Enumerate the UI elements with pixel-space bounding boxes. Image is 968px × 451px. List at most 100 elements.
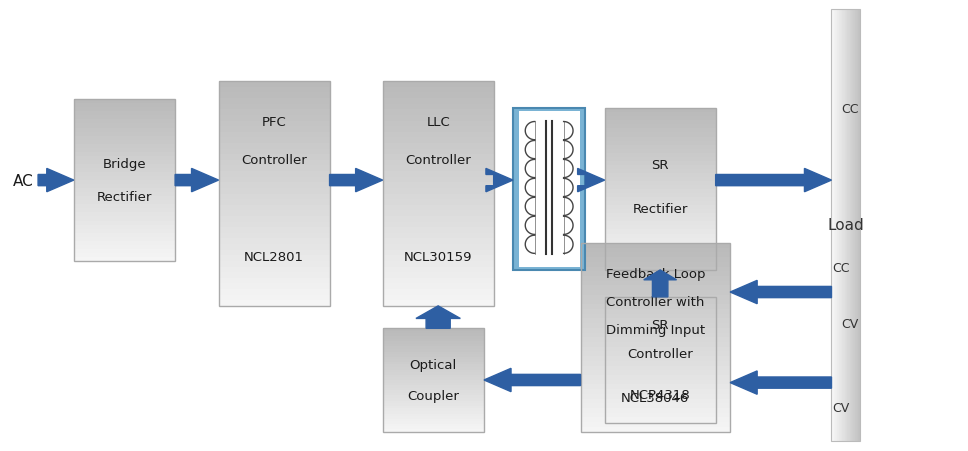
Bar — [605, 341, 715, 344]
Bar — [382, 222, 494, 228]
FancyArrow shape — [416, 306, 461, 329]
Bar — [382, 133, 494, 138]
Bar — [605, 238, 715, 242]
Bar — [581, 408, 730, 413]
Bar — [605, 230, 715, 234]
Bar — [581, 267, 730, 272]
Bar — [513, 109, 586, 270]
Bar — [605, 210, 715, 214]
Bar — [605, 129, 715, 133]
Bar — [74, 237, 175, 241]
Bar — [74, 124, 175, 128]
Bar — [382, 205, 494, 211]
Bar — [74, 241, 175, 245]
Bar — [605, 137, 715, 141]
Bar — [581, 258, 730, 262]
Bar — [605, 198, 715, 202]
Bar — [605, 363, 715, 366]
Text: AC: AC — [13, 173, 34, 188]
Bar — [219, 284, 329, 290]
Bar — [605, 153, 715, 157]
Bar — [74, 128, 175, 132]
Bar — [605, 388, 715, 391]
Bar — [382, 121, 494, 127]
Bar — [382, 256, 494, 262]
Bar — [605, 329, 715, 332]
Bar — [382, 228, 494, 233]
Bar — [74, 185, 175, 189]
Text: CV: CV — [832, 401, 850, 414]
Bar — [605, 354, 715, 357]
Bar — [382, 365, 484, 367]
Bar — [74, 132, 175, 136]
Bar — [605, 316, 715, 319]
Bar — [382, 391, 484, 393]
Bar — [605, 350, 715, 354]
Bar — [219, 194, 329, 200]
Bar — [605, 202, 715, 206]
Bar — [382, 267, 494, 272]
Bar — [581, 248, 730, 253]
Bar — [382, 336, 484, 339]
Bar — [605, 326, 715, 329]
Bar — [382, 216, 494, 222]
Bar — [581, 323, 730, 328]
Bar — [74, 140, 175, 144]
Bar — [605, 410, 715, 413]
Bar — [605, 382, 715, 385]
Bar — [581, 389, 730, 394]
FancyArrow shape — [578, 169, 605, 192]
Bar — [219, 82, 329, 87]
Bar — [605, 109, 715, 270]
Text: NCL30159: NCL30159 — [404, 250, 472, 263]
Bar — [382, 383, 484, 385]
Bar — [382, 414, 484, 416]
Bar — [219, 99, 329, 105]
Bar — [605, 157, 715, 161]
Text: Load: Load — [828, 218, 864, 233]
Bar — [605, 218, 715, 222]
Bar — [605, 332, 715, 335]
Bar — [605, 145, 715, 149]
Bar — [74, 104, 175, 108]
Bar — [382, 347, 484, 349]
Bar — [219, 189, 329, 194]
Bar — [382, 93, 494, 99]
Text: Controller: Controller — [241, 154, 307, 167]
Text: Feedback Loop: Feedback Loop — [606, 267, 705, 280]
Bar — [219, 138, 329, 144]
Bar — [605, 246, 715, 250]
Bar — [219, 144, 329, 149]
Bar — [605, 222, 715, 226]
Bar — [581, 371, 730, 375]
FancyArrow shape — [329, 169, 382, 192]
Bar — [382, 194, 494, 200]
Bar — [581, 375, 730, 380]
Bar — [581, 286, 730, 290]
Bar — [382, 329, 484, 432]
FancyArrow shape — [715, 169, 832, 192]
Bar — [605, 117, 715, 121]
Bar — [219, 166, 329, 172]
Bar — [382, 262, 494, 267]
Bar — [581, 300, 730, 304]
Bar — [605, 182, 715, 186]
Bar — [382, 116, 494, 121]
Bar — [581, 333, 730, 337]
Bar — [382, 278, 494, 284]
Bar — [605, 242, 715, 246]
Bar — [382, 284, 494, 290]
Bar — [382, 82, 494, 306]
Bar — [74, 173, 175, 177]
Bar — [74, 253, 175, 258]
Bar — [605, 347, 715, 350]
Bar — [74, 116, 175, 120]
Bar — [581, 366, 730, 371]
Bar — [605, 149, 715, 153]
Bar — [605, 300, 715, 304]
Bar — [382, 375, 484, 377]
Bar — [605, 113, 715, 117]
Bar — [581, 399, 730, 404]
Bar — [219, 272, 329, 278]
Bar — [74, 156, 175, 161]
